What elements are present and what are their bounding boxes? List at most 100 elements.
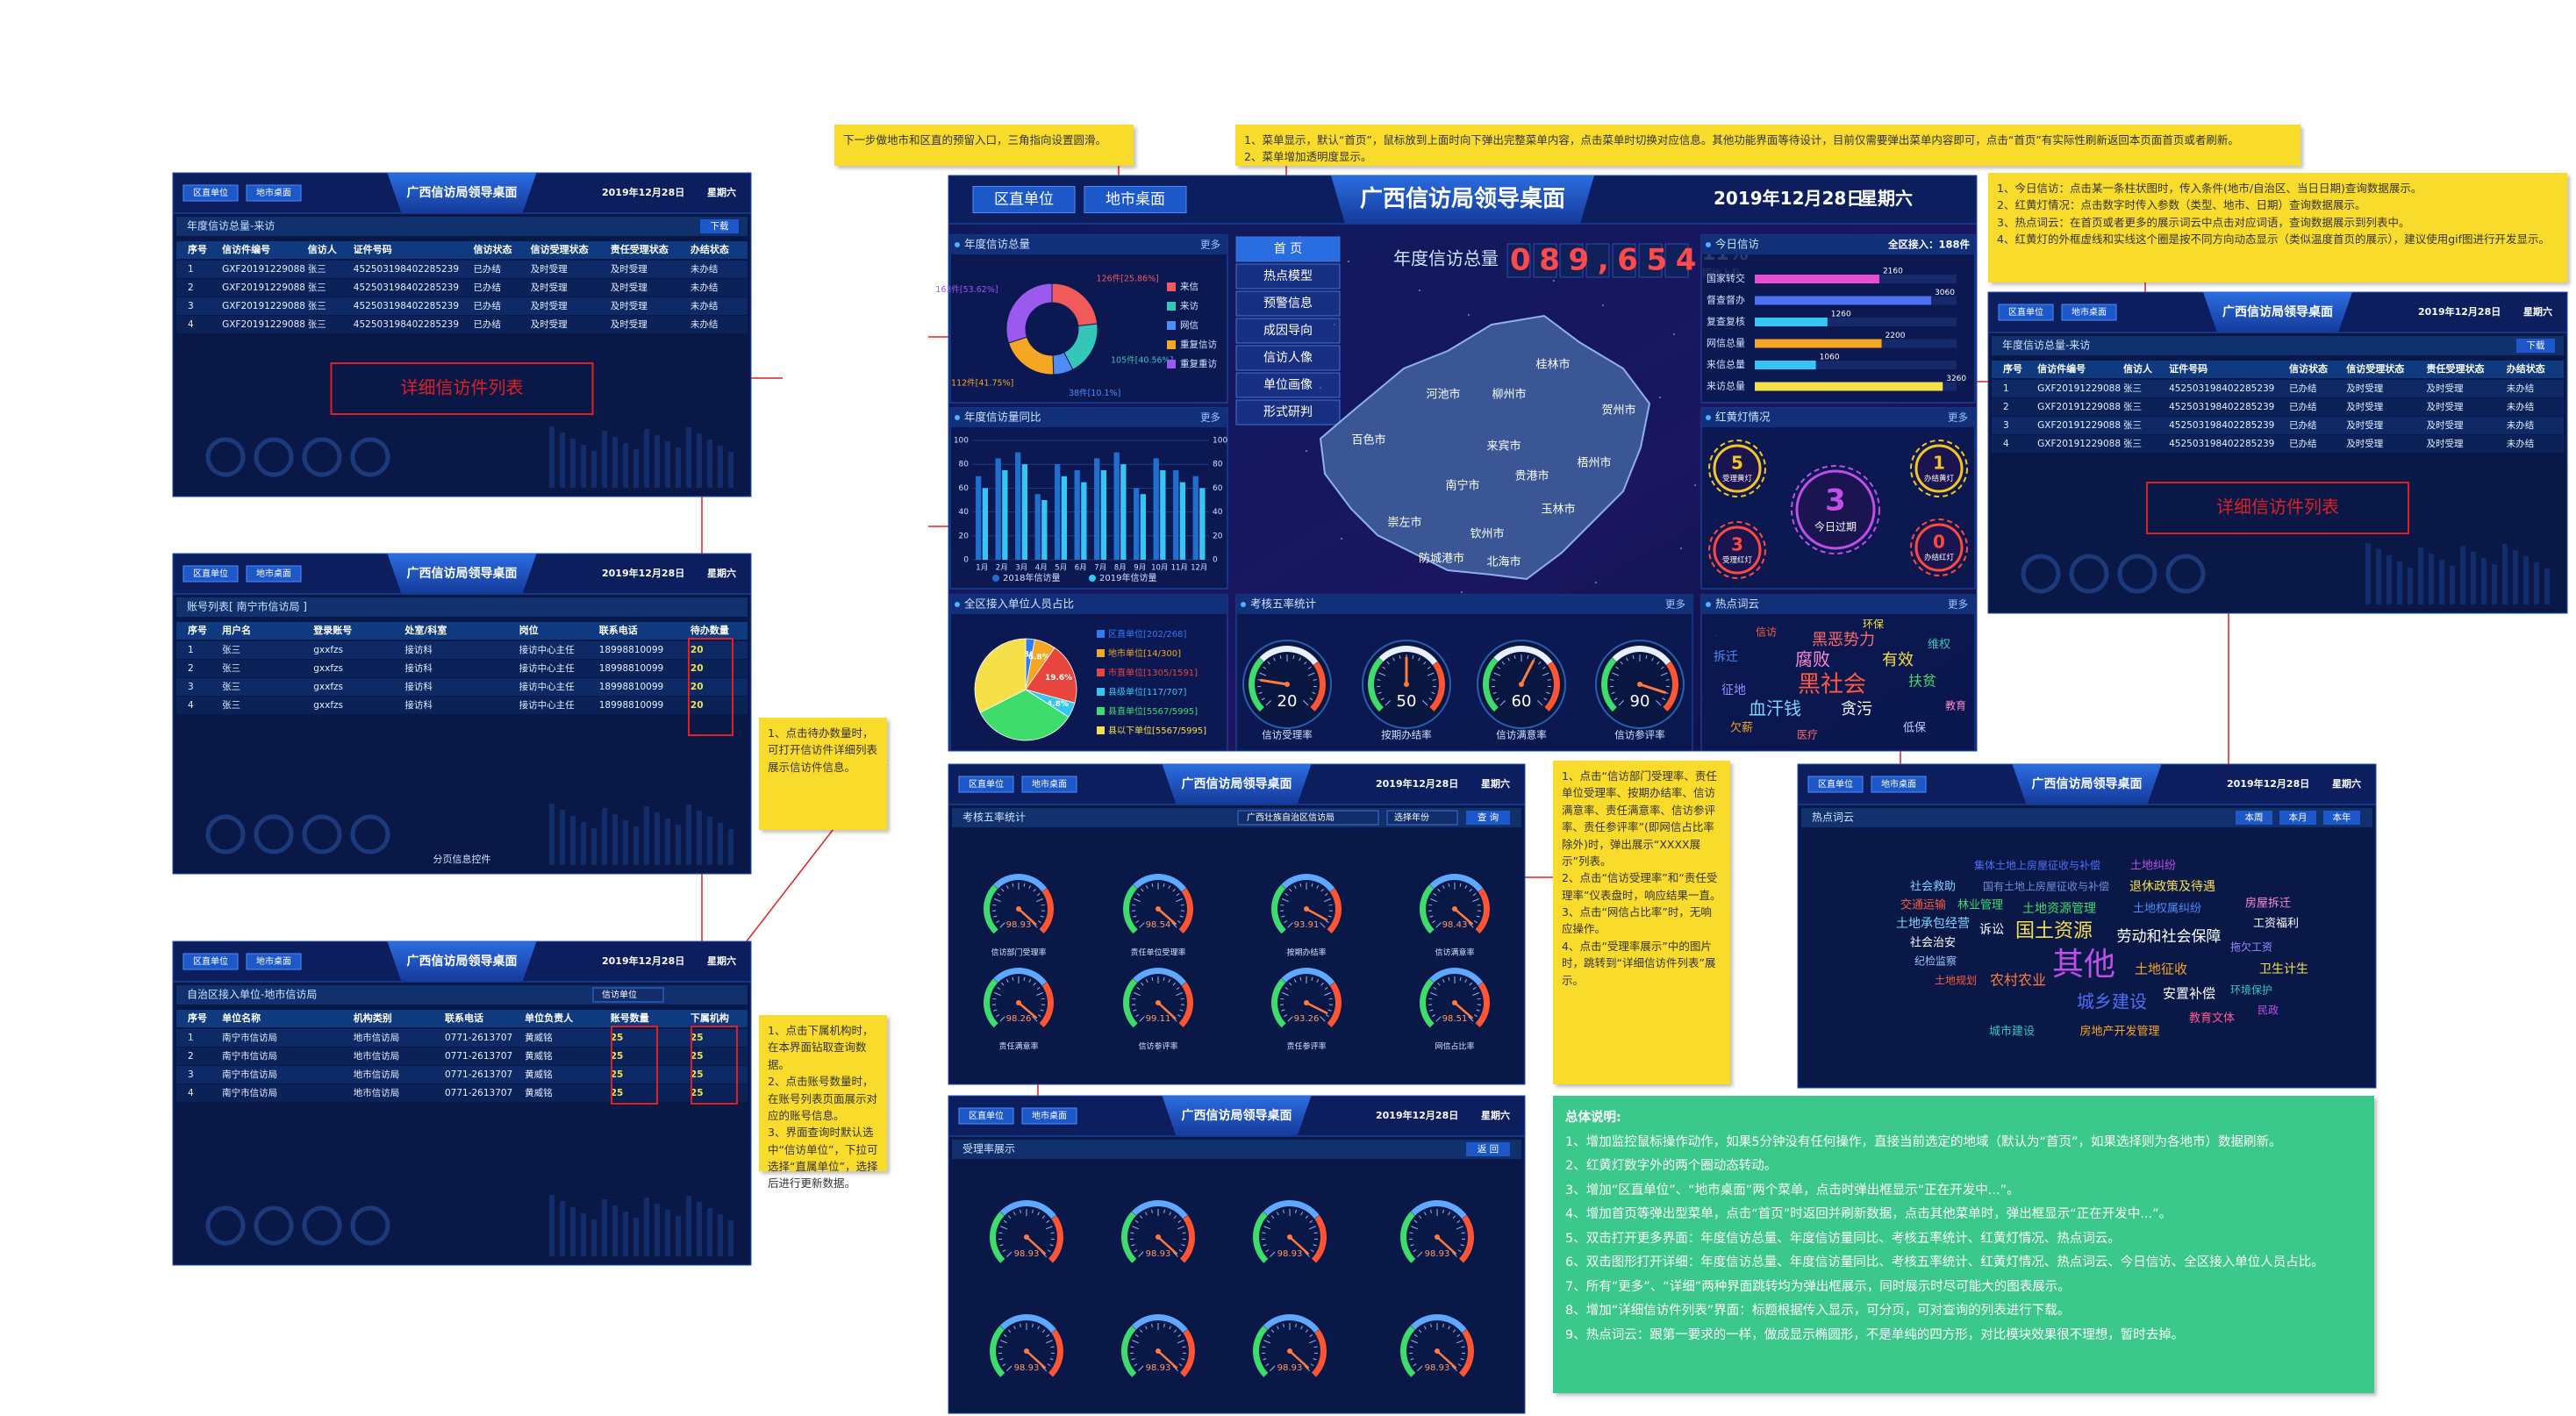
bar[interactable] — [1755, 361, 1816, 369]
cloud-word[interactable]: 社会救助 — [1910, 880, 1956, 894]
button-label[interactable]: 本年 — [2333, 812, 2351, 823]
table-cell[interactable]: 25 — [611, 1088, 624, 1098]
cloud-word[interactable]: 城乡建设 — [2077, 991, 2147, 1012]
header-tab-label[interactable]: 地市桌面 — [1032, 1110, 1067, 1121]
select[interactable] — [1237, 810, 1379, 826]
button-label[interactable]: 下载 — [711, 221, 729, 232]
table-cell[interactable]: 20 — [691, 645, 704, 655]
cloud-word[interactable]: 环保 — [1863, 619, 1884, 631]
light-value[interactable]: 0 — [1933, 531, 1945, 552]
button[interactable] — [2236, 811, 2272, 825]
bar[interactable] — [1755, 382, 1943, 391]
select-label[interactable]: 信访单位 — [602, 989, 637, 1000]
header-tab[interactable] — [246, 184, 302, 202]
cloud-word[interactable]: 农村农业 — [1990, 972, 2046, 989]
cloud-word[interactable]: 其他 — [2052, 947, 2115, 983]
table-cell[interactable]: 25 — [691, 1088, 704, 1098]
bar[interactable] — [1755, 296, 1932, 305]
header-tab-label[interactable]: 区直单位 — [193, 955, 228, 967]
button-label[interactable]: 返 回 — [1478, 1144, 1499, 1155]
select-label[interactable]: 广西壮族自治区信访局 — [1247, 812, 1335, 823]
cloud-word[interactable]: 征地 — [1721, 683, 1746, 697]
cloud-word[interactable]: 腐败 — [1795, 649, 1830, 670]
cloud-word[interactable]: 土地资源管理 — [2022, 902, 2096, 916]
header-tab[interactable] — [1021, 1107, 1077, 1125]
light-value[interactable]: 5 — [1731, 452, 1743, 473]
cloud-word[interactable]: 土地征收 — [2135, 962, 2187, 977]
button-label[interactable]: 本月 — [2289, 812, 2308, 823]
header-tab[interactable] — [1084, 186, 1187, 213]
menu-label[interactable]: 成因导向 — [1263, 324, 1313, 338]
cloud-word[interactable]: 民政 — [2258, 1005, 2279, 1017]
table-cell[interactable]: 20 — [691, 700, 704, 711]
map-city[interactable]: 柳州市 — [1492, 388, 1526, 402]
light-value[interactable]: 3 — [1731, 533, 1743, 554]
map-city[interactable]: 南宁市 — [1445, 479, 1479, 493]
cloud-word[interactable]: 黑恶势力 — [1812, 631, 1875, 649]
cloud-word[interactable]: 卫生计生 — [2259, 962, 2308, 976]
header-tab[interactable] — [246, 565, 302, 583]
cloud-word[interactable]: 黑社会 — [1798, 672, 1866, 698]
header-tab-label[interactable]: 区直单位 — [2008, 306, 2043, 318]
map-city[interactable]: 玉林市 — [1541, 503, 1575, 517]
button[interactable] — [1466, 811, 1510, 825]
table-cell[interactable]: 25 — [691, 1069, 704, 1080]
menu-item[interactable] — [1235, 318, 1341, 344]
menu-label[interactable]: 形式研判 — [1263, 405, 1313, 419]
menu-label[interactable]: 单位画像 — [1263, 378, 1313, 392]
bar[interactable] — [1755, 318, 1828, 326]
menu-item[interactable] — [1235, 372, 1341, 398]
header-tab[interactable] — [1807, 776, 1864, 793]
cloud-word[interactable]: 交通运输 — [1900, 898, 1946, 912]
header-tab[interactable] — [182, 184, 239, 202]
header-tab-label[interactable]: 区直单位 — [193, 187, 228, 198]
table-cell[interactable]: 25 — [691, 1033, 704, 1043]
cloud-word[interactable]: 拖欠工资 — [2230, 940, 2272, 954]
cloud-word[interactable]: 教育文体 — [2189, 1012, 2235, 1026]
cloud-word[interactable]: 安置补偿 — [2163, 986, 2215, 1002]
menu-label[interactable]: 热点模型 — [1263, 269, 1313, 283]
menu-label[interactable]: 首 页 — [1274, 242, 1302, 256]
header-tab-label[interactable]: 区直单位 — [994, 191, 1054, 209]
menu-item[interactable] — [1235, 236, 1341, 262]
header-tab[interactable] — [182, 565, 239, 583]
more-link[interactable]: 更多 — [1948, 411, 1968, 424]
header-tab-label[interactable]: 区直单位 — [969, 1110, 1004, 1121]
header-tab[interactable] — [246, 953, 302, 970]
cloud-word[interactable]: 城市建设 — [1989, 1025, 2035, 1039]
cloud-word[interactable]: 集体土地上房屋征收与补偿 — [1974, 859, 2100, 872]
cloud-word[interactable]: 房地产开发管理 — [2079, 1025, 2159, 1039]
button-label[interactable]: 本周 — [2245, 812, 2264, 823]
cloud-word[interactable]: 维权 — [1928, 638, 1950, 652]
map-city[interactable]: 北海市 — [1486, 555, 1521, 569]
select[interactable] — [1386, 810, 1458, 826]
header-tab[interactable] — [182, 953, 239, 970]
cloud-word[interactable]: 血汗钱 — [1749, 698, 1801, 719]
header-tab-label[interactable]: 地市桌面 — [256, 955, 291, 967]
cloud-word[interactable]: 土地规划 — [1935, 974, 1977, 987]
header-tab-label[interactable]: 区直单位 — [193, 568, 228, 579]
header-tab-label[interactable]: 地市桌面 — [1881, 778, 1916, 790]
more-link[interactable]: 更多 — [1948, 598, 1968, 611]
cloud-word[interactable]: 土地承包经营 — [1896, 917, 1970, 931]
table-cell[interactable]: 20 — [691, 663, 704, 674]
header-tab-label[interactable]: 地市桌面 — [256, 187, 291, 198]
header-tab[interactable] — [958, 776, 1014, 793]
cloud-word[interactable]: 纪检监察 — [1914, 955, 1957, 968]
cloud-word[interactable]: 土地纠纷 — [2130, 860, 2176, 873]
header-tab[interactable] — [972, 186, 1076, 213]
map-city[interactable]: 梧州市 — [1577, 456, 1611, 470]
button-label[interactable]: 下载 — [2527, 340, 2546, 351]
menu-item[interactable] — [1235, 399, 1341, 426]
header-tab-label[interactable]: 地市桌面 — [1032, 778, 1067, 790]
cloud-word[interactable]: 医疗 — [1797, 729, 1818, 741]
menu-label[interactable]: 信访人像 — [1263, 351, 1313, 365]
header-tab[interactable] — [1021, 776, 1077, 793]
header-tab-label[interactable]: 地市桌面 — [2072, 306, 2107, 318]
menu-item[interactable] — [1235, 345, 1341, 371]
header-tab-label[interactable]: 区直单位 — [969, 778, 1004, 790]
header-tab[interactable] — [1871, 776, 1927, 793]
map-city[interactable]: 崇左市 — [1387, 516, 1421, 530]
table-cell[interactable]: 25 — [611, 1033, 624, 1043]
cloud-word[interactable]: 退休政策及待遇 — [2129, 879, 2215, 894]
